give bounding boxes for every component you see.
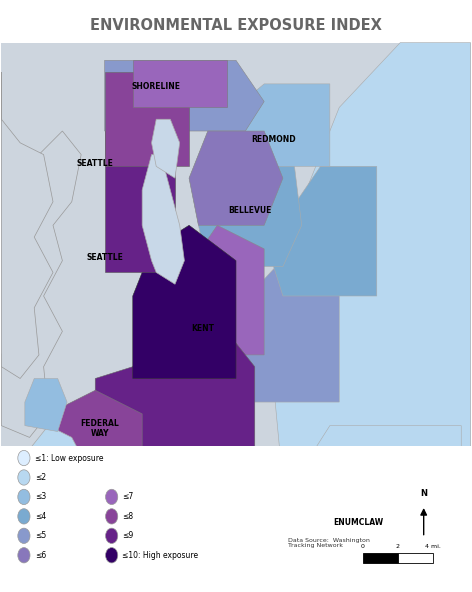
Polygon shape — [1, 72, 53, 378]
Text: REDMOND: REDMOND — [251, 136, 296, 144]
Polygon shape — [105, 131, 175, 272]
Polygon shape — [133, 226, 236, 378]
Polygon shape — [1, 43, 471, 591]
Text: BELLEVUE: BELLEVUE — [228, 206, 272, 215]
Text: ≤9: ≤9 — [122, 531, 134, 540]
Circle shape — [18, 451, 30, 466]
Text: ≤2: ≤2 — [35, 473, 46, 482]
Polygon shape — [274, 166, 377, 296]
Text: ≤4: ≤4 — [35, 512, 46, 521]
Polygon shape — [1, 426, 95, 591]
Polygon shape — [1, 131, 81, 437]
Polygon shape — [274, 43, 471, 549]
Text: 4 mi.: 4 mi. — [425, 543, 441, 549]
Bar — [362, 554, 398, 563]
Text: ≤5: ≤5 — [35, 531, 46, 540]
Text: FEDERAL
WAY: FEDERAL WAY — [81, 419, 119, 438]
Circle shape — [106, 509, 118, 524]
Polygon shape — [25, 378, 67, 432]
Polygon shape — [189, 226, 264, 355]
Text: ≤3: ≤3 — [35, 493, 46, 501]
Circle shape — [106, 548, 118, 563]
Bar — [398, 554, 433, 563]
Circle shape — [18, 489, 30, 504]
Polygon shape — [236, 84, 330, 166]
Polygon shape — [274, 473, 424, 549]
Polygon shape — [142, 155, 185, 284]
Circle shape — [106, 489, 118, 504]
Text: Data Source:  Washington
Tracking Network: Data Source: Washington Tracking Network — [287, 538, 370, 548]
Text: SHORELINE: SHORELINE — [132, 82, 181, 91]
Polygon shape — [25, 455, 62, 502]
Polygon shape — [95, 320, 255, 532]
Circle shape — [18, 548, 30, 563]
Polygon shape — [105, 60, 264, 131]
Text: KENT: KENT — [192, 324, 215, 333]
Polygon shape — [236, 249, 339, 402]
Polygon shape — [152, 119, 180, 178]
Circle shape — [18, 470, 30, 485]
Circle shape — [18, 528, 30, 543]
Text: ≤1: Low exposure: ≤1: Low exposure — [35, 453, 104, 462]
Polygon shape — [274, 426, 461, 549]
Text: ≤10: High exposure: ≤10: High exposure — [122, 551, 199, 560]
Polygon shape — [48, 390, 142, 532]
Polygon shape — [105, 72, 189, 166]
Polygon shape — [133, 60, 227, 108]
Circle shape — [106, 528, 118, 543]
Text: 0: 0 — [361, 543, 365, 549]
Text: ≤8: ≤8 — [122, 512, 134, 521]
Polygon shape — [189, 119, 302, 266]
Text: ≤7: ≤7 — [122, 493, 134, 501]
Text: ≤6: ≤6 — [35, 551, 46, 560]
Polygon shape — [189, 131, 283, 226]
Text: N: N — [420, 488, 427, 497]
Circle shape — [18, 509, 30, 524]
Text: 2: 2 — [396, 543, 400, 549]
Polygon shape — [1, 446, 471, 591]
Text: ENUMCLAW: ENUMCLAW — [333, 519, 383, 527]
Text: SEATTLE: SEATTLE — [77, 159, 114, 168]
Text: SEATTLE: SEATTLE — [86, 253, 123, 262]
Text: ENVIRONMENTAL EXPOSURE INDEX: ENVIRONMENTAL EXPOSURE INDEX — [90, 18, 382, 33]
